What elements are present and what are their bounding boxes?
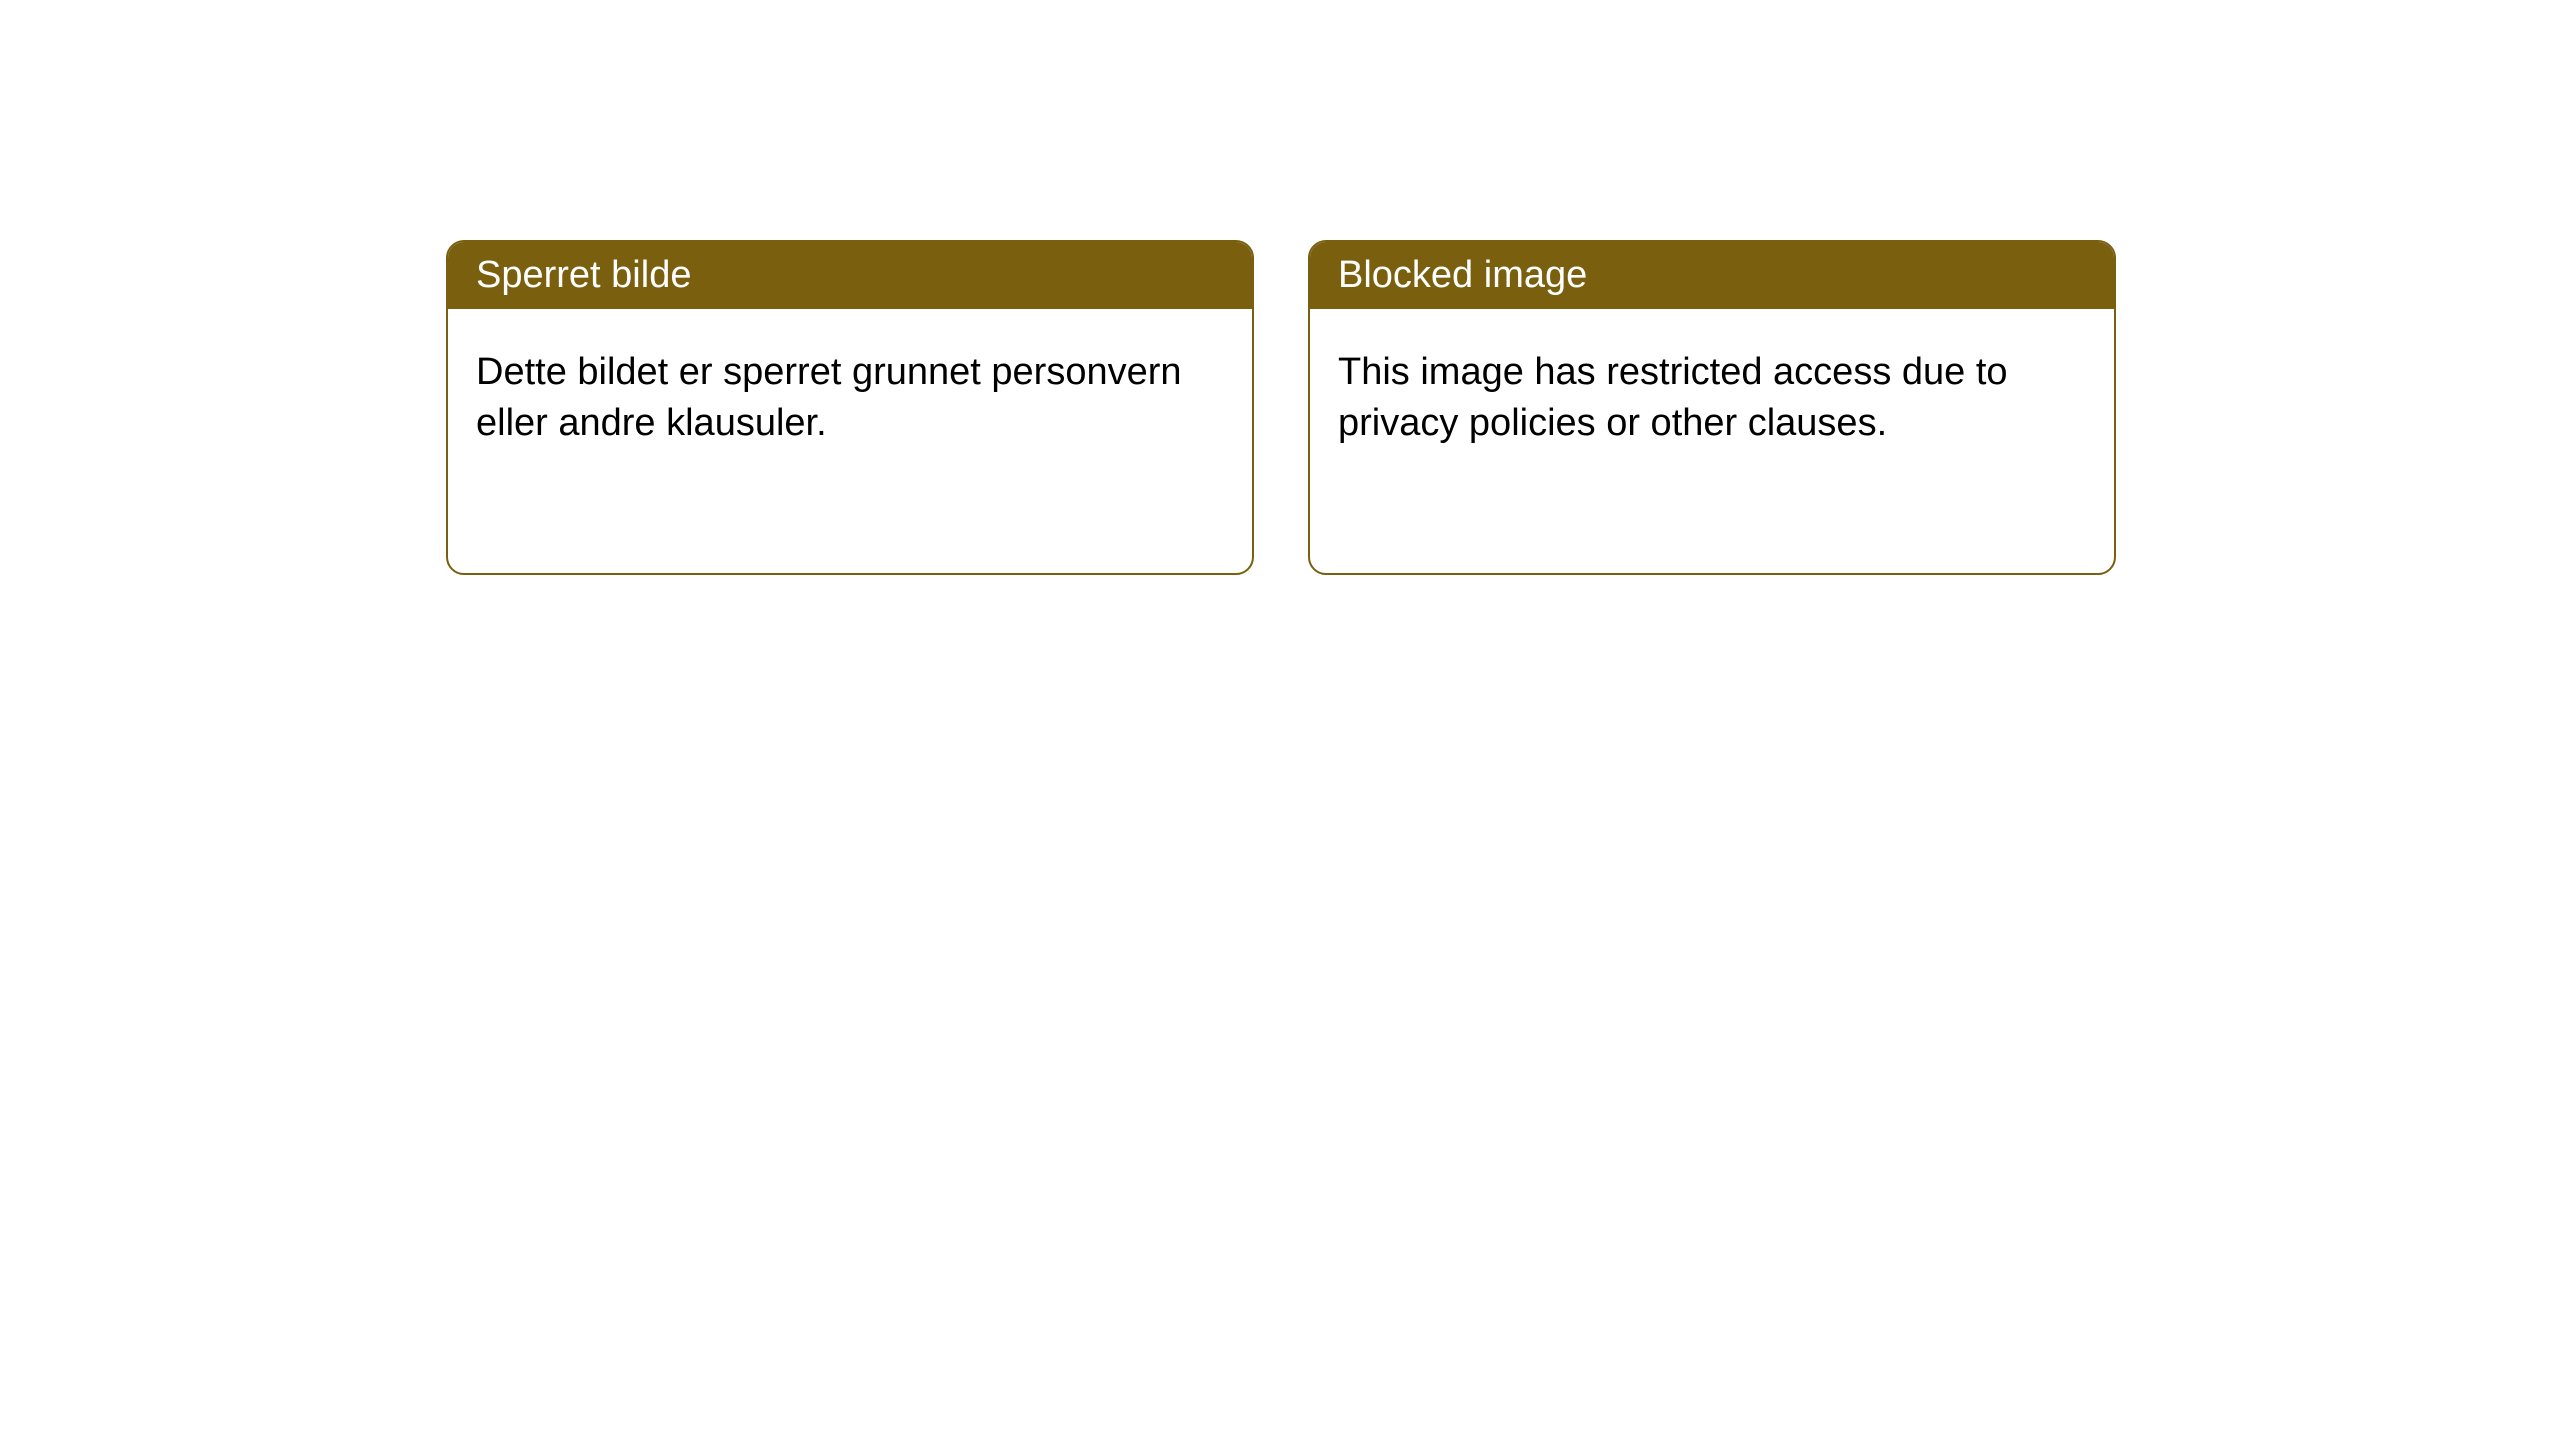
notice-container: Sperret bilde Dette bildet er sperret gr…	[0, 0, 2560, 575]
notice-body: This image has restricted access due to …	[1310, 309, 2114, 488]
notice-card-norwegian: Sperret bilde Dette bildet er sperret gr…	[446, 240, 1254, 575]
notice-title: Sperret bilde	[448, 242, 1252, 309]
notice-card-english: Blocked image This image has restricted …	[1308, 240, 2116, 575]
notice-body: Dette bildet er sperret grunnet personve…	[448, 309, 1252, 488]
notice-title: Blocked image	[1310, 242, 2114, 309]
